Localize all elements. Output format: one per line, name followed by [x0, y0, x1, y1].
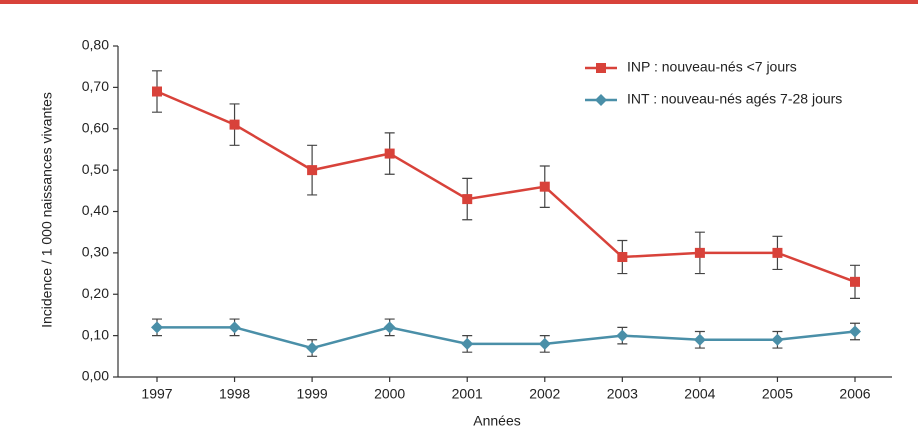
x-tick-label: 2002	[529, 386, 560, 402]
y-tick-label: 0,20	[82, 285, 109, 301]
data-point	[850, 276, 860, 287]
data-point	[462, 194, 473, 205]
data-point	[383, 321, 396, 334]
y-tick-label: 0,30	[82, 244, 109, 260]
legend-marker	[596, 63, 606, 73]
data-point	[307, 165, 318, 176]
data-point	[771, 333, 784, 346]
data-point	[229, 119, 240, 130]
data-point	[306, 342, 319, 355]
x-tick-label: 2003	[607, 386, 638, 402]
x-tick-label: 2001	[452, 386, 483, 402]
series-line	[157, 326, 856, 350]
top-border	[0, 0, 918, 4]
data-point	[772, 247, 783, 258]
x-tick-label: 2004	[684, 386, 715, 402]
data-point	[694, 247, 705, 258]
x-tick-label: 1999	[297, 386, 328, 402]
y-tick-label: 0,50	[82, 161, 109, 177]
y-tick-label: 0,00	[82, 368, 109, 384]
data-point	[461, 337, 474, 350]
x-tick-label: 1998	[219, 386, 250, 402]
y-axis-label: Incidence / 1 000 naissances vivantes	[39, 92, 55, 328]
data-point	[616, 329, 629, 342]
data-point	[151, 321, 163, 334]
y-tick-label: 0,80	[82, 37, 109, 53]
data-point	[693, 333, 706, 346]
data-point	[152, 86, 162, 97]
y-tick-label: 0,60	[82, 119, 109, 135]
legend-label: INT : nouveau-nés agés 7-28 jours	[627, 91, 842, 107]
y-tick-label: 0,10	[82, 326, 109, 342]
x-axis-label: Années	[473, 413, 520, 429]
legend-marker	[595, 94, 607, 106]
data-point	[538, 337, 551, 350]
y-tick-label: 0,40	[82, 202, 109, 218]
legend-label: INP : nouveau-nés <7 jours	[627, 59, 797, 75]
x-tick-label: 2000	[374, 386, 405, 402]
x-tick-label: 1997	[141, 386, 172, 402]
y-tick-label: 0,70	[82, 78, 109, 94]
data-point	[228, 321, 241, 334]
series-line	[156, 90, 856, 284]
data-point	[384, 148, 395, 159]
x-tick-label: 2005	[762, 386, 793, 402]
x-tick-label: 2006	[839, 386, 870, 402]
data-point	[849, 325, 861, 338]
data-point	[617, 252, 628, 263]
data-point	[539, 181, 550, 192]
